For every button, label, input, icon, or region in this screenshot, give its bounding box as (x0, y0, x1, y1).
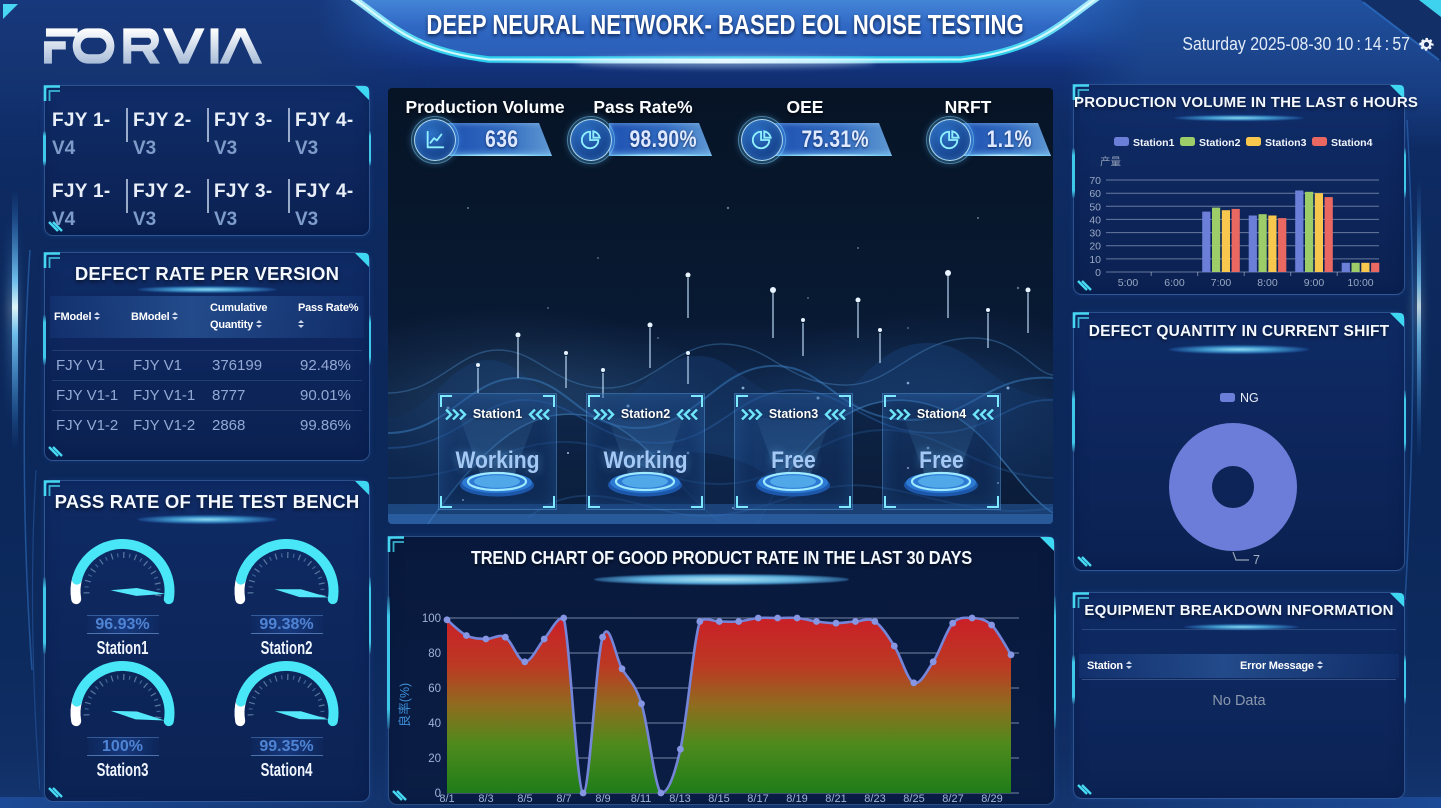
svg-text:Station2: Station2 (1199, 137, 1241, 149)
svg-text:8:00: 8:00 (1257, 277, 1278, 289)
svg-text:8/3: 8/3 (478, 793, 493, 804)
svg-text:20: 20 (428, 753, 441, 765)
svg-text:30: 30 (1089, 228, 1101, 240)
svg-text:8/19: 8/19 (786, 793, 807, 804)
svg-text:80: 80 (428, 648, 441, 660)
svg-text:8/29: 8/29 (981, 793, 1002, 804)
svg-text:8/5: 8/5 (517, 793, 532, 804)
svg-text:10:00: 10:00 (1347, 277, 1373, 289)
svg-text:5:00: 5:00 (1118, 277, 1139, 289)
svg-text:8/9: 8/9 (595, 793, 610, 804)
svg-text:9:00: 9:00 (1304, 277, 1325, 289)
svg-text:60: 60 (1089, 188, 1101, 200)
svg-text:6:00: 6:00 (1164, 277, 1185, 289)
svg-text:70: 70 (1089, 175, 1101, 187)
svg-text:8/15: 8/15 (708, 793, 729, 804)
svg-text:8/23: 8/23 (864, 793, 885, 804)
svg-text:60: 60 (428, 683, 441, 695)
svg-text:良率(%): 良率(%) (397, 683, 412, 727)
svg-text:8/11: 8/11 (631, 793, 652, 804)
svg-text:40: 40 (428, 718, 441, 730)
svg-text:NG: NG (1240, 391, 1259, 405)
svg-text:10: 10 (1089, 254, 1101, 266)
svg-text:8/13: 8/13 (669, 793, 690, 804)
svg-text:Station4: Station4 (1331, 137, 1373, 149)
svg-text:0: 0 (435, 788, 441, 800)
svg-text:20: 20 (1089, 241, 1101, 253)
svg-text:8/1: 8/1 (439, 793, 454, 804)
svg-text:100: 100 (422, 613, 441, 625)
svg-text:8/21: 8/21 (825, 793, 846, 804)
svg-text:8/17: 8/17 (747, 793, 768, 804)
svg-text:40: 40 (1089, 214, 1101, 226)
svg-text:7: 7 (1253, 553, 1260, 567)
svg-text:产量: 产量 (1100, 155, 1122, 168)
svg-text:0: 0 (1095, 267, 1101, 279)
svg-text:8/27: 8/27 (942, 793, 963, 804)
svg-text:7:00: 7:00 (1211, 277, 1232, 289)
svg-text:8/25: 8/25 (903, 793, 924, 804)
svg-text:Station1: Station1 (1133, 137, 1175, 149)
svg-text:Station3: Station3 (1265, 137, 1307, 149)
svg-text:8/7: 8/7 (556, 793, 571, 804)
svg-text:50: 50 (1089, 201, 1101, 213)
